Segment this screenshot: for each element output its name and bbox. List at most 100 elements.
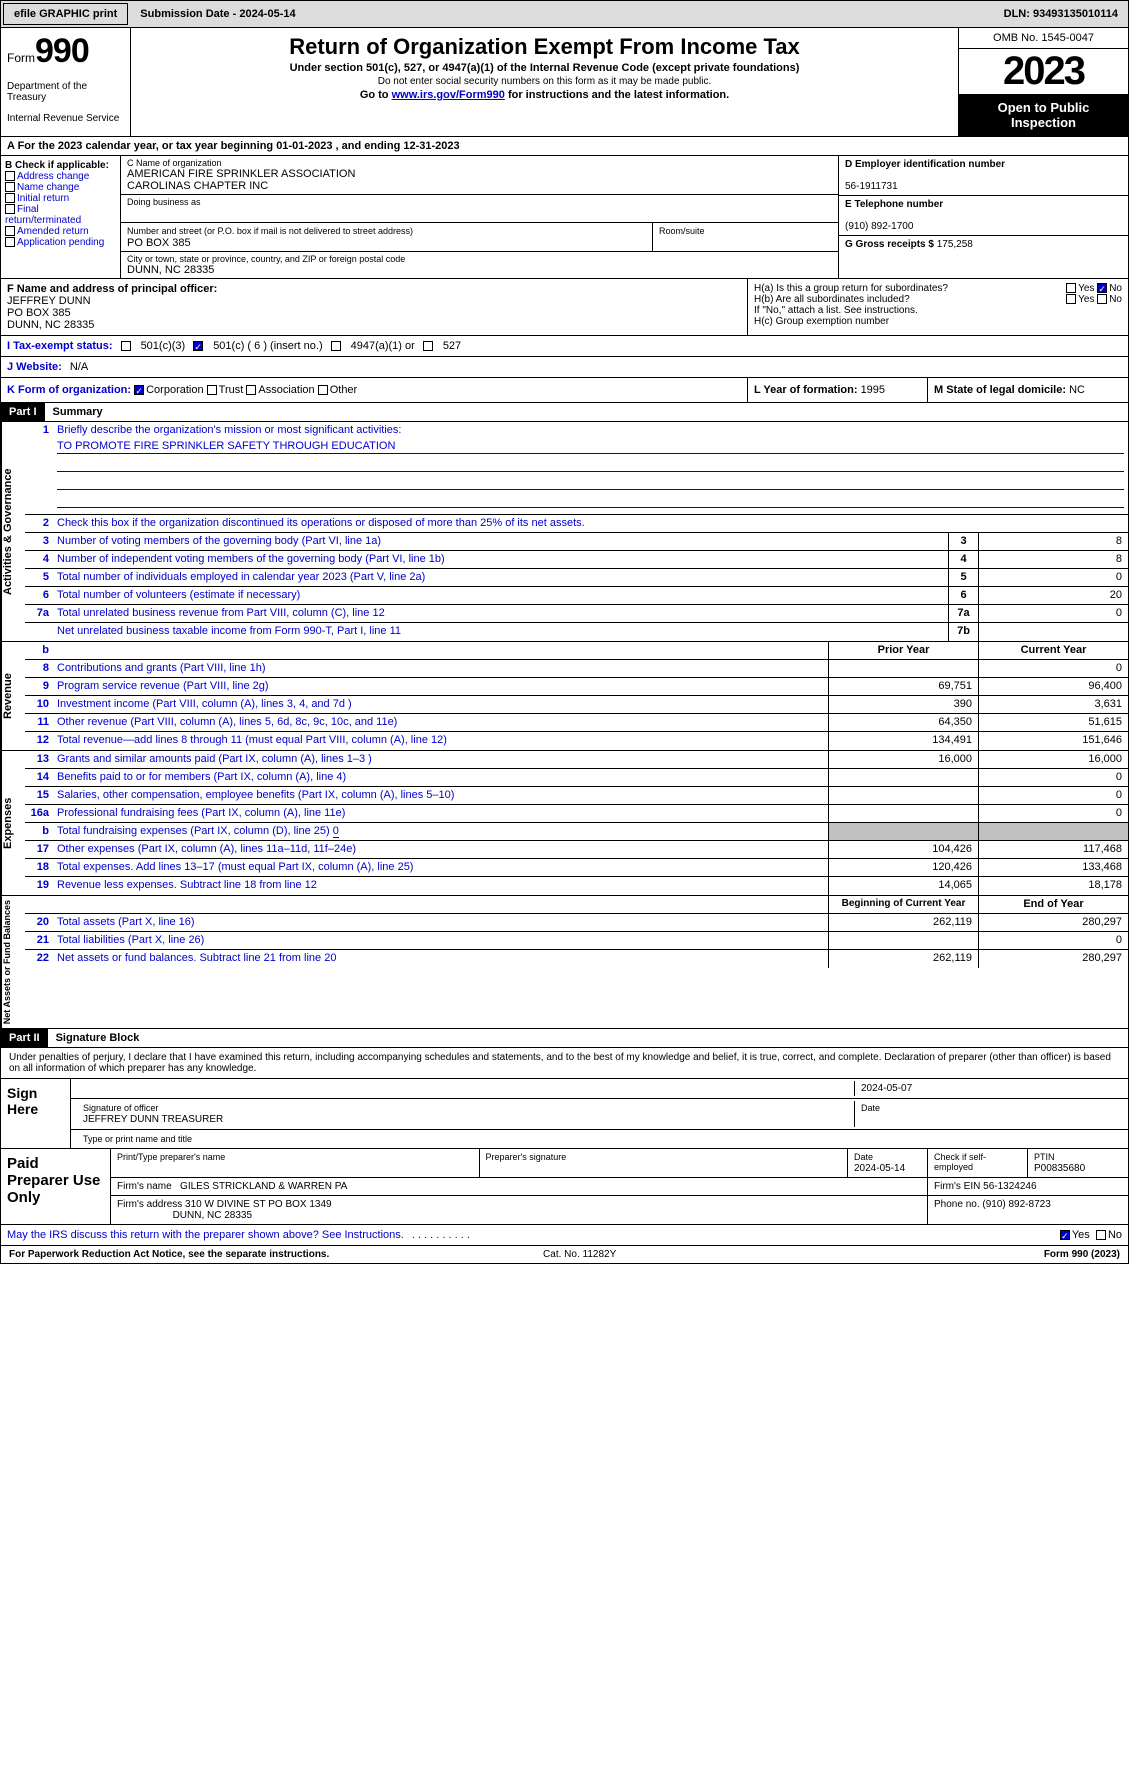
top-toolbar: efile GRAPHIC print Submission Date - 20… [0,0,1129,28]
cy-9: 96,400 [978,678,1128,695]
py-19: 14,065 [828,877,978,895]
check-initial-return[interactable]: Initial return [5,193,116,204]
check-application-pending[interactable]: Application pending [5,237,116,248]
check-association[interactable] [246,385,256,395]
summary-governance: Activities & Governance 1 Briefly descri… [0,422,1129,642]
py-20: 262,119 [828,914,978,931]
cy-18: 133,468 [978,859,1128,876]
paid-preparer-label: Paid Preparer Use Only [1,1149,111,1224]
mission-text: TO PROMOTE FIRE SPRINKLER SAFETY THROUGH… [57,440,1124,454]
officer-name: JEFFREY DUNN [7,295,91,307]
hb-yes[interactable] [1066,294,1076,304]
ha-no[interactable]: ✓ [1097,283,1107,293]
form-label: Form [7,51,35,65]
val-3: 8 [978,533,1128,550]
gross-receipts: 175,258 [937,239,973,250]
e-phone-label: E Telephone number [845,199,943,210]
part-i-header: Part ISummary [0,403,1129,422]
hb-label: H(b) Are all subordinates included? [754,294,910,305]
py-8 [828,660,978,677]
hc-label: H(c) Group exemption number [754,316,1122,327]
line-a-tax-year: A For the 2023 calendar year, or tax yea… [0,137,1129,156]
cy-8: 0 [978,660,1128,677]
street-address: PO BOX 385 [127,237,191,249]
py-17: 104,426 [828,841,978,858]
check-amended-return[interactable]: Amended return [5,226,116,237]
prep-date: 2024-05-14 [854,1163,905,1174]
paid-preparer-block: Paid Preparer Use Only Print/Type prepar… [0,1149,1129,1225]
check-527[interactable] [423,341,433,351]
val-16b: 0 [333,825,339,838]
py-14 [828,769,978,786]
py-13: 16,000 [828,751,978,768]
sign-here-label: Sign Here [1,1079,71,1148]
check-final-return[interactable]: Final return/terminated [5,204,116,226]
val-7b [978,623,1128,641]
cy-15: 0 [978,787,1128,804]
hb-no[interactable] [1097,294,1107,304]
page-footer: For Paperwork Reduction Act Notice, see … [0,1246,1129,1264]
check-other[interactable] [318,385,328,395]
form-subtitle-2: Do not enter social security numbers on … [137,76,952,87]
q1-mission-label: Briefly describe the organization's miss… [57,424,401,436]
ptin: P00835680 [1034,1163,1085,1174]
py-15 [828,787,978,804]
check-name-change[interactable]: Name change [5,182,116,193]
public-inspection-badge: Open to PublicInspection [959,94,1128,136]
cy-20: 280,297 [978,914,1128,931]
check-corporation[interactable]: ✓ [134,385,144,395]
cy-16a: 0 [978,805,1128,822]
c-name-label: C Name of organization [127,158,832,168]
firm-addr: 310 W DIVINE ST PO BOX 1349 [185,1199,332,1210]
summary-expenses: Expenses 13Grants and similar amounts pa… [0,751,1129,896]
discuss-no[interactable] [1096,1230,1106,1240]
val-6: 20 [978,587,1128,604]
g-receipts-label: G Gross receipts $ [845,239,937,250]
cy-21: 0 [978,932,1128,949]
cy-17: 117,468 [978,841,1128,858]
py-10: 390 [828,696,978,713]
py-16a [828,805,978,822]
org-name-2: CAROLINAS CHAPTER INC [127,180,832,192]
vtab-governance: Activities & Governance [1,422,25,641]
form-link-line: Go to www.irs.gov/Form990 for instructio… [137,89,952,101]
check-address-change[interactable]: Address change [5,171,116,182]
cy-19: 18,178 [978,877,1128,895]
line-j-website: J Website:N/A [0,357,1129,378]
line-i-tax-status: I Tax-exempt status: 501(c)(3) ✓501(c) (… [0,336,1129,357]
perjury-text: Under penalties of perjury, I declare th… [1,1048,1128,1078]
irs-link[interactable]: www.irs.gov/Form990 [392,89,505,101]
val-4: 8 [978,551,1128,568]
firm-phone: (910) 892-8723 [982,1199,1050,1210]
val-5: 0 [978,569,1128,586]
q2-discontinued: Check this box if the organization disco… [53,515,1128,532]
check-501c3[interactable] [121,341,131,351]
org-name-1: AMERICAN FIRE SPRINKLER ASSOCIATION [127,168,832,180]
discuss-yes[interactable]: ✓ [1060,1230,1070,1240]
py-12: 134,491 [828,732,978,750]
submission-date: Submission Date - 2024-05-14 [130,4,305,24]
check-trust[interactable] [207,385,217,395]
cy-13: 16,000 [978,751,1128,768]
summary-revenue: Revenue bPrior YearCurrent Year 8Contrib… [0,642,1129,751]
py-9: 69,751 [828,678,978,695]
cat-no: Cat. No. 11282Y [543,1249,616,1260]
form-header: Form990 Department of the Treasury Inter… [0,28,1129,137]
ha-label: H(a) Is this a group return for subordin… [754,283,948,294]
city-state-zip: DUNN, NC 28335 [127,264,832,276]
firm-ein: 56-1324246 [983,1181,1036,1192]
efile-print-button[interactable]: efile GRAPHIC print [3,3,128,25]
py-22: 262,119 [828,950,978,968]
cy-22: 280,297 [978,950,1128,968]
officer-addr: PO BOX 385 [7,307,71,319]
check-501c[interactable]: ✓ [193,341,203,351]
dba-label: Doing business as [127,197,832,207]
room-label: Room/suite [659,226,705,236]
ein-value: 56-1911731 [845,181,898,192]
check-4947[interactable] [331,341,341,351]
sig-date: 2024-05-07 [855,1081,1122,1096]
cy-14: 0 [978,769,1128,786]
firm-name: GILES STRICKLAND & WARREN PA [180,1181,347,1192]
cy-10: 3,631 [978,696,1128,713]
ha-yes[interactable] [1066,283,1076,293]
